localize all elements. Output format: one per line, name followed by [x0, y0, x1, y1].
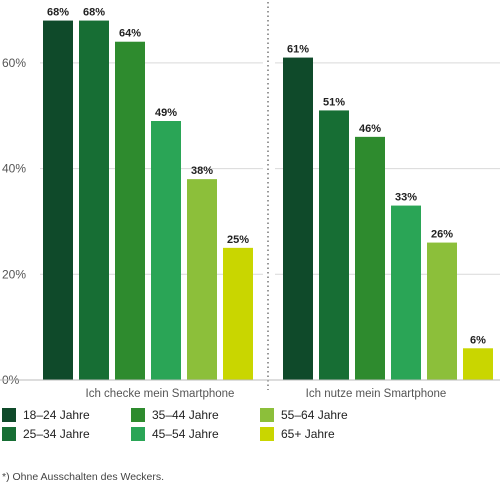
data-label: 26%: [431, 229, 453, 241]
data-label: 25%: [227, 234, 249, 246]
data-label: 68%: [47, 7, 69, 19]
y-tick-label: 20%: [2, 267, 26, 281]
legend-swatch: [131, 408, 145, 422]
y-tick-label: 40%: [2, 162, 26, 176]
bar-chart: 0%20%40%60% 68% 68%64%49%38%25%61%51%46%3…: [0, 2, 500, 400]
bar: [115, 41, 145, 380]
legend-item: 65+ Jahre: [260, 427, 335, 441]
bar: [43, 20, 73, 380]
bar: [463, 348, 493, 380]
legend-item: 25–34 Jahre: [2, 427, 90, 441]
category-labels: Ich checke mein Smartphonesofort nach de…: [86, 388, 447, 400]
legend-item: 55–64 Jahre: [260, 408, 348, 422]
legend-label: 18–24 Jahre: [23, 408, 90, 422]
bar: [79, 20, 109, 380]
footnote: *) Ohne Ausschalten des Weckers.: [2, 471, 165, 483]
bar: [319, 110, 349, 380]
data-label: 51%: [323, 96, 345, 108]
legend-item: 35–44 Jahre: [131, 408, 219, 422]
y-axis-ticks: 0%20%40%60%: [2, 56, 26, 387]
legend-item: 18–24 Jahre: [2, 408, 90, 422]
data-label: 38%: [191, 165, 213, 177]
category-label: Ich nutze mein Smartphone: [306, 388, 447, 400]
legend-label: 65+ Jahre: [281, 427, 335, 441]
data-label: 49%: [155, 107, 177, 119]
data-label: 33%: [395, 192, 417, 204]
data-label: 46%: [359, 123, 381, 135]
bar: [223, 247, 253, 380]
legend-label: 35–44 Jahre: [152, 408, 219, 422]
bar: [151, 121, 181, 380]
legend-item: 45–54 Jahre: [131, 427, 219, 441]
bar: [283, 57, 313, 380]
legend-label: 55–64 Jahre: [281, 408, 348, 422]
category-label: Ich checke mein Smartphone: [86, 388, 235, 400]
legend-label: 25–34 Jahre: [23, 427, 90, 441]
legend-swatch: [260, 408, 274, 422]
legend-swatch: [2, 427, 16, 441]
legend-label: 45–54 Jahre: [152, 427, 219, 441]
data-label: 61%: [287, 44, 309, 56]
bar: [391, 205, 421, 380]
bar: [187, 179, 217, 380]
data-label: 6%: [470, 334, 486, 346]
data-labels: 68% 68% 64% 49% 38% 25% 61% 51% 46% 33% 26% 6%: [47, 7, 486, 347]
bar: [355, 136, 385, 380]
legend-swatch: [2, 408, 16, 422]
y-tick-label: 60%: [2, 56, 26, 70]
data-label: 64%: [119, 28, 141, 40]
legend-swatch: [131, 427, 145, 441]
legend-swatch: [260, 427, 274, 441]
bar: [427, 242, 457, 380]
data-label: 68%: [83, 7, 105, 19]
bars: [43, 20, 493, 380]
